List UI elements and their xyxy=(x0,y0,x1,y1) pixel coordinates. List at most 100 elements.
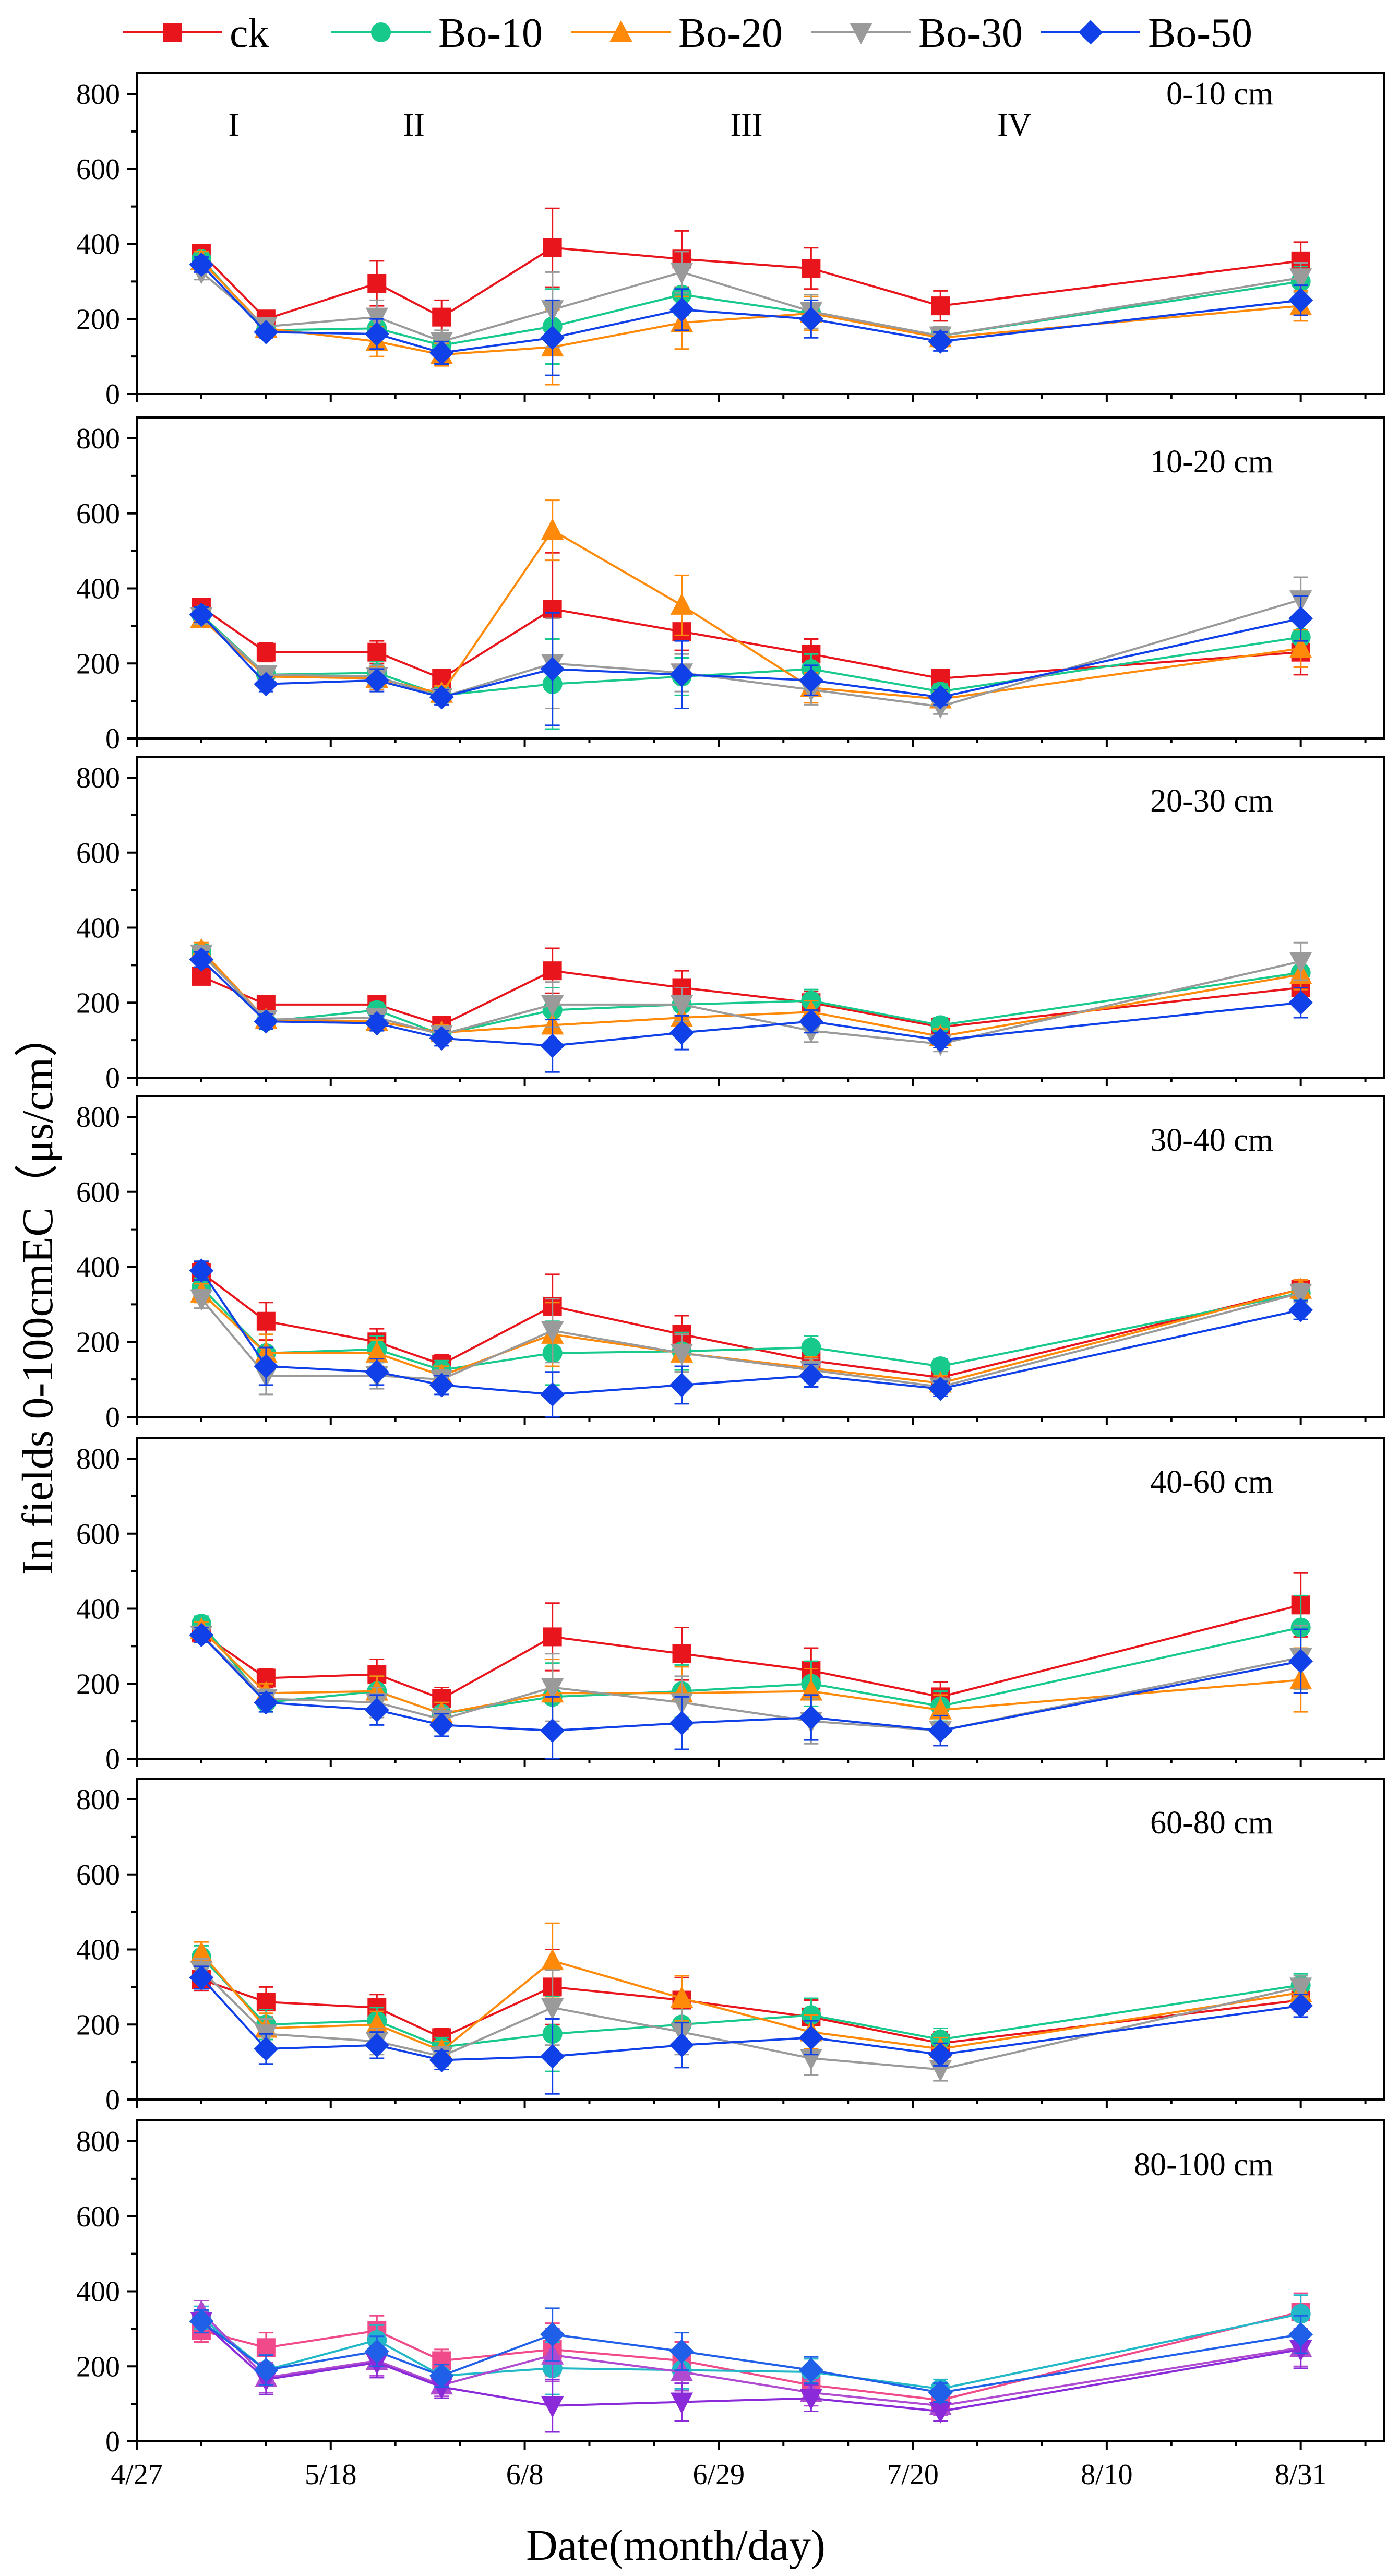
legend-entry-bo-30: Bo-30 xyxy=(811,10,1023,56)
data-point xyxy=(540,657,565,682)
x-tick-label: 8/10 xyxy=(1081,2459,1133,2491)
y-tick-label: 800 xyxy=(76,1784,120,1816)
data-point xyxy=(928,329,953,354)
data-point xyxy=(543,1627,562,1647)
data-point xyxy=(367,273,387,293)
legend-marker xyxy=(163,23,182,42)
data-point xyxy=(798,1705,823,1730)
legend-entry-bo-10: Bo-10 xyxy=(331,10,543,56)
data-point xyxy=(540,1033,565,1058)
panel-frame xyxy=(136,1437,1385,1760)
series-bo-10 xyxy=(191,604,1311,730)
series-bo-30 xyxy=(190,251,1312,354)
series-line xyxy=(200,2311,1301,2407)
data-point xyxy=(541,995,564,1017)
y-tick-label: 400 xyxy=(76,1593,120,1626)
data-point xyxy=(256,2338,276,2357)
series-line xyxy=(200,2320,1301,2413)
data-point xyxy=(189,1258,214,1283)
panel-depth-label: 0-10 cm xyxy=(1166,76,1273,112)
shared-x-axis: 4/27 5/18 6/8 6/29 7/20 8/10 8/31 xyxy=(111,2459,1326,2491)
y-tick-label: 800 xyxy=(76,762,120,794)
y-tick-label: 800 xyxy=(76,1443,120,1475)
data-point xyxy=(669,1711,694,1736)
series-bo-10 xyxy=(191,942,1311,1045)
y-tick-label: 800 xyxy=(76,78,120,111)
series-line xyxy=(200,1604,1301,1700)
data-point xyxy=(364,2033,389,2058)
data-point xyxy=(541,2396,564,2418)
panel-10-20cm: 0 200 400 600 800 10-20 cm xyxy=(76,416,1385,755)
x-tick-label: 6/29 xyxy=(693,2459,745,2491)
data-point xyxy=(1289,268,1312,290)
data-point xyxy=(364,1011,389,1036)
series-line xyxy=(200,614,1301,699)
data-point xyxy=(670,2359,693,2382)
data-point xyxy=(432,307,451,327)
legend-label: ck xyxy=(230,10,269,56)
series-line xyxy=(200,1634,1301,1732)
data-point xyxy=(928,2380,953,2405)
data-point xyxy=(1288,1993,1313,2018)
data-point xyxy=(365,307,388,329)
panel-frame xyxy=(136,756,1385,1079)
data-point xyxy=(190,1289,213,1311)
panel-depth-label: 20-30 cm xyxy=(1150,783,1273,819)
data-point xyxy=(254,1690,279,1715)
data-point xyxy=(1288,2322,1313,2347)
data-point xyxy=(669,1373,694,1398)
data-point xyxy=(189,1623,214,1648)
y-tick-label: 0 xyxy=(105,723,120,755)
y-tick-label: 0 xyxy=(105,1743,120,1775)
data-point xyxy=(364,321,389,347)
series-bo-50 xyxy=(189,947,1313,1073)
y-tick-label: 200 xyxy=(76,303,120,336)
panel-depth-label: 10-20 cm xyxy=(1150,444,1273,480)
data-point xyxy=(798,2025,823,2050)
y-tick-label: 600 xyxy=(76,498,120,530)
series-bo-50 xyxy=(189,1623,1313,1760)
y-tick-label: 600 xyxy=(76,1176,120,1209)
series-bo-10 xyxy=(191,249,1311,365)
data-point xyxy=(798,2358,823,2382)
series-bo-50 xyxy=(189,595,1313,726)
data-point xyxy=(1289,1283,1312,1305)
data-point xyxy=(256,642,276,662)
data-point xyxy=(928,1376,953,1401)
growth-stage-label: II xyxy=(403,108,424,143)
y-tick-label: 0 xyxy=(105,1401,120,1434)
x-tick-label: 7/20 xyxy=(887,2459,939,2491)
data-point xyxy=(669,297,694,322)
data-point xyxy=(928,1718,953,1743)
data-point xyxy=(540,1718,565,1743)
data-point xyxy=(931,296,950,316)
panel-depth-label: 80-100 cm xyxy=(1134,2147,1273,2183)
data-point xyxy=(672,1644,691,1663)
panel-frame xyxy=(136,2119,1385,2442)
data-point xyxy=(429,685,454,710)
data-point xyxy=(254,319,279,344)
legend-label: Bo-20 xyxy=(678,10,783,56)
data-point xyxy=(928,685,953,710)
panel-40-60cm: 0 200 400 600 800 40-60 cm xyxy=(76,1437,1385,1775)
data-point xyxy=(798,306,823,331)
legend-entry-ck: ck xyxy=(123,10,269,56)
series-bo-30 xyxy=(190,941,1312,1056)
panel-frame xyxy=(136,72,1385,395)
y-tick-label: 200 xyxy=(76,1326,120,1358)
series-line xyxy=(200,1634,1301,1732)
series-bo-20 xyxy=(190,1617,1312,1728)
data-point xyxy=(429,1712,454,1737)
data-point xyxy=(189,1965,214,1990)
data-point xyxy=(254,2036,279,2061)
growth-stage-label: III xyxy=(730,108,762,143)
y-tick-label: 200 xyxy=(76,987,120,1019)
series-bo-30 xyxy=(190,1625,1312,1747)
y-tick-label: 400 xyxy=(76,912,120,945)
legend-entry-bo-50: Bo-50 xyxy=(1041,10,1252,56)
data-point xyxy=(798,1009,823,1034)
data-point xyxy=(541,1998,564,2020)
data-point xyxy=(541,1678,564,1700)
